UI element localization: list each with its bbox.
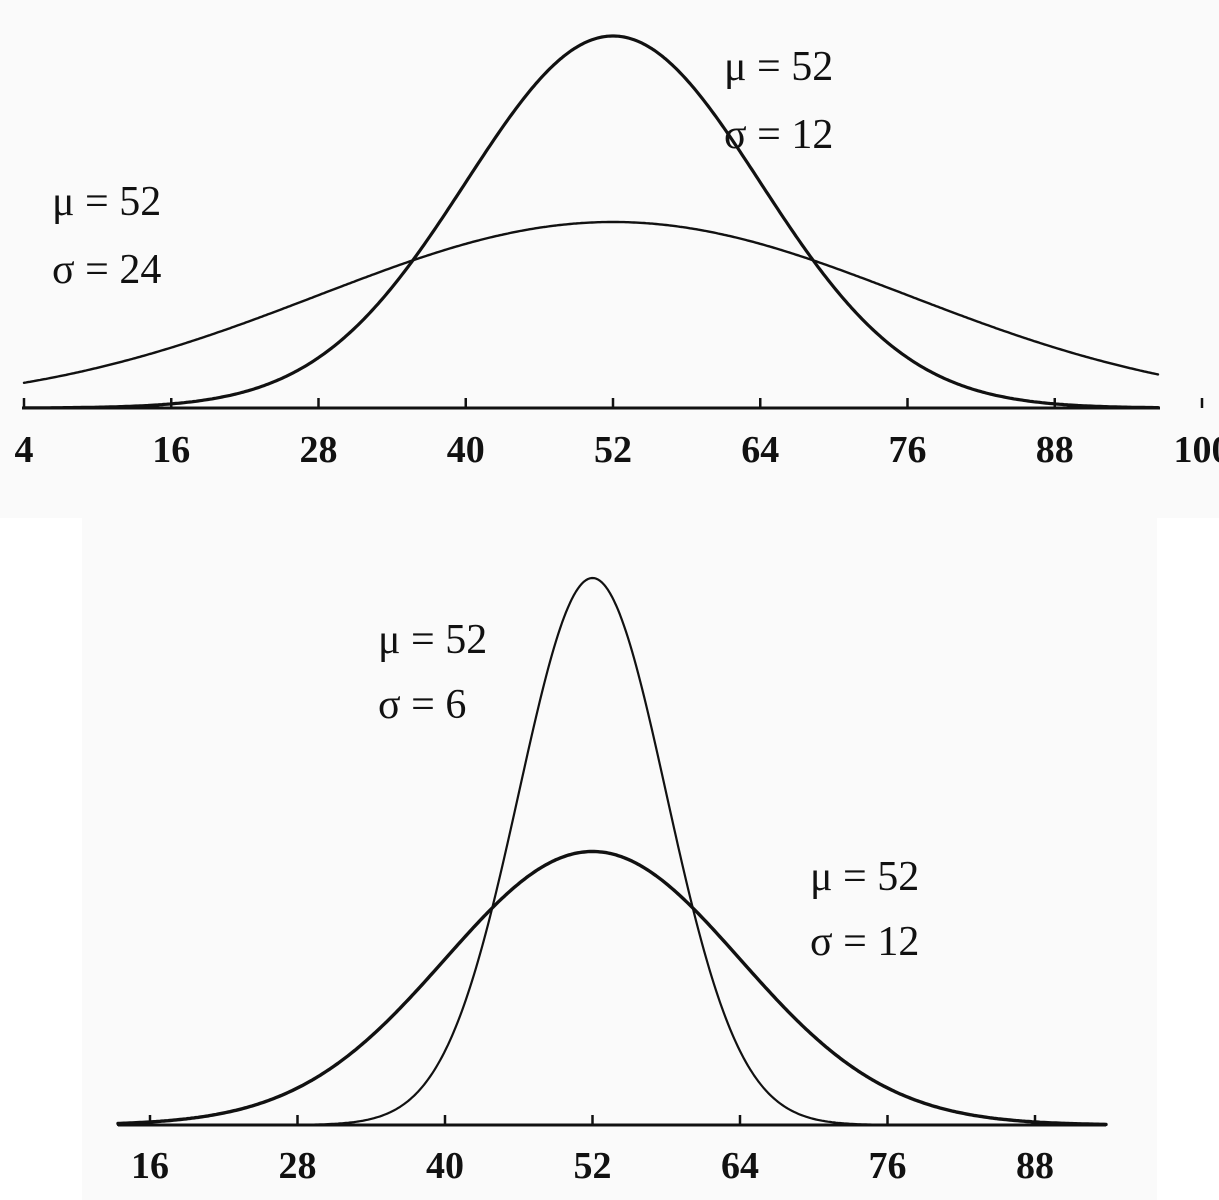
x-tick-label-100: 100 xyxy=(1173,429,1219,471)
x-tick-label-4: 4 xyxy=(15,429,34,471)
x-tick-label-88: 88 xyxy=(1036,429,1074,471)
curve-label-mu: μ = 52 xyxy=(724,44,833,90)
x-tick-label-76: 76 xyxy=(888,429,926,471)
x-tick-label-28: 28 xyxy=(279,1145,317,1187)
x-tick-label-40: 40 xyxy=(426,1145,464,1187)
x-tick-label-52: 52 xyxy=(574,1145,612,1187)
top-panel-background xyxy=(0,0,1219,518)
curve-label-mu: μ = 52 xyxy=(378,617,487,663)
curve-label-sigma: σ = 6 xyxy=(378,682,466,728)
x-tick-label-52: 52 xyxy=(594,429,632,471)
x-tick-label-64: 64 xyxy=(721,1145,759,1187)
bottom-panel-background xyxy=(82,518,1157,1200)
curve-label-sigma: σ = 24 xyxy=(52,247,161,293)
x-tick-label-16: 16 xyxy=(152,429,190,471)
bottom-chart: 16 28 40 52 64 76 88 μ = 52 σ = 6 μ = 52 σ = 12 xyxy=(116,576,1108,1187)
x-tick-label-64: 64 xyxy=(741,429,779,471)
top-chart: 4 16 28 40 52 64 76 88 100 μ = 52 σ = 12 μ = 52 σ = … xyxy=(15,34,1219,471)
curve-label-sigma: σ = 12 xyxy=(724,112,833,158)
curve-mu52-sigma12 xyxy=(116,849,1108,1127)
curve-label-mu: μ = 52 xyxy=(52,179,161,225)
curve-mu52-sigma12 xyxy=(22,34,1160,410)
x-tick-label-40: 40 xyxy=(447,429,485,471)
curve-label-sigma: σ = 12 xyxy=(810,919,919,965)
x-tick-label-88: 88 xyxy=(1016,1145,1054,1187)
x-tick-label-16: 16 xyxy=(131,1145,169,1187)
curve-mu52-sigma6 xyxy=(116,576,1108,1127)
x-tick-label-28: 28 xyxy=(299,429,337,471)
x-tick-label-76: 76 xyxy=(869,1145,907,1187)
curve-mu52-sigma24 xyxy=(22,220,1160,384)
curve-label-mu: μ = 52 xyxy=(810,854,919,900)
